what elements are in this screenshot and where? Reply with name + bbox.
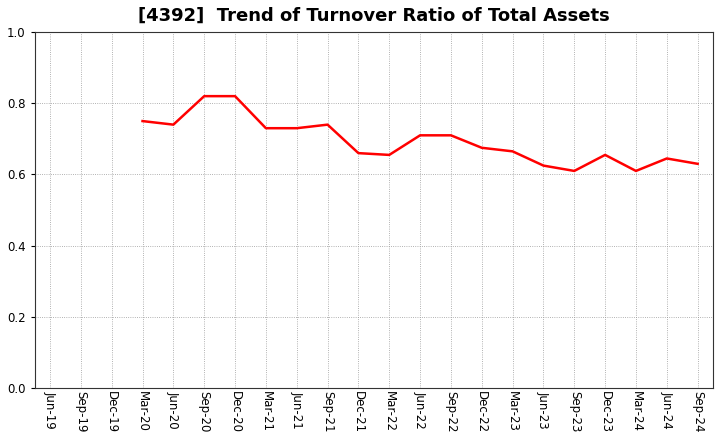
Title: [4392]  Trend of Turnover Ratio of Total Assets: [4392] Trend of Turnover Ratio of Total … [138, 7, 610, 25]
